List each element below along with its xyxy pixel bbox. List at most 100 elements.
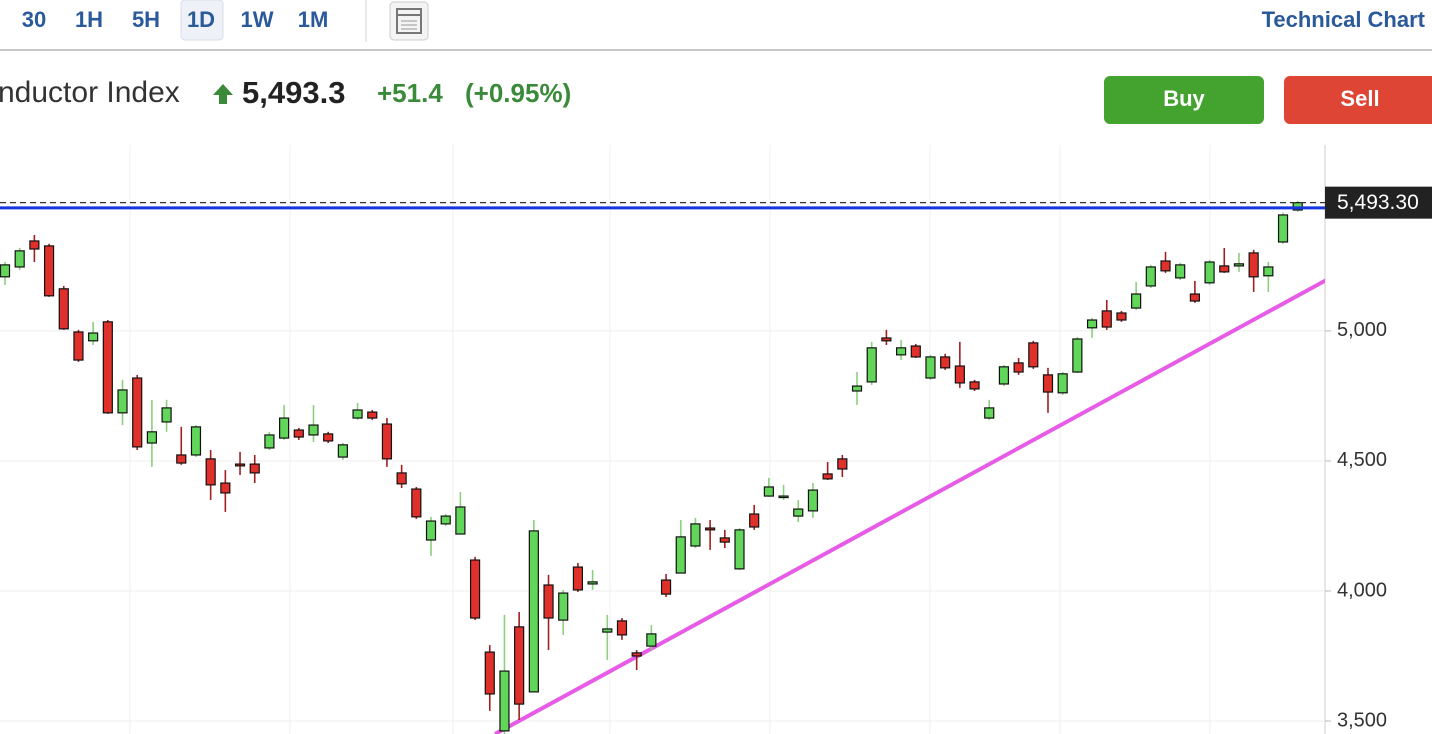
candle-body — [205, 458, 216, 486]
candle-body — [749, 513, 760, 528]
candle-body — [807, 489, 819, 512]
candle-body — [1263, 266, 1274, 277]
candle-body — [910, 345, 921, 358]
tab[interactable]: 5H — [132, 7, 160, 32]
candle-body — [778, 495, 789, 499]
tab[interactable]: 1D — [187, 7, 215, 32]
candle-body — [705, 527, 716, 531]
candle-body — [14, 250, 25, 268]
tab[interactable]: 1M — [298, 7, 329, 32]
y-tick-label: 5,000 — [1337, 319, 1387, 341]
tab[interactable]: 30 — [22, 7, 46, 32]
candle-body — [1086, 319, 1098, 329]
candle-body — [528, 530, 539, 693]
candle-body — [484, 651, 495, 695]
candle-body — [499, 670, 510, 732]
price-tag — [1325, 186, 1432, 219]
candle-body — [381, 423, 393, 460]
candle-body — [1028, 342, 1039, 368]
candle-body — [43, 245, 55, 297]
candle-body — [161, 407, 172, 423]
buy-button[interactable]: Buy — [1104, 76, 1264, 124]
candle-body — [425, 520, 437, 541]
candle-body — [1219, 265, 1230, 273]
candle-body — [176, 454, 187, 464]
candle-body — [558, 592, 569, 621]
layout-icon[interactable] — [389, 1, 429, 41]
technical-chart-link[interactable]: Technical Chart — [1262, 7, 1426, 32]
candle-body — [616, 620, 628, 636]
candle-body — [925, 356, 936, 379]
candle-body — [396, 472, 407, 485]
price-tag-label: 5,493.30 — [1337, 191, 1419, 214]
candle-body — [1160, 260, 1171, 272]
candle-body — [587, 581, 598, 585]
candle-body — [822, 473, 833, 480]
instrument-name: nductor Index — [0, 76, 180, 109]
vertical-grid — [129, 145, 1211, 734]
candle-body — [1248, 252, 1259, 278]
candle-body — [1101, 310, 1112, 328]
candle-body — [719, 537, 730, 543]
candle-body — [440, 515, 451, 525]
candle-body — [469, 559, 481, 619]
candle-body — [881, 337, 892, 342]
candle-body — [1131, 293, 1142, 309]
candle-body — [146, 431, 157, 444]
candle-body — [0, 264, 11, 278]
candle-body — [1233, 263, 1245, 267]
candle-body — [1189, 293, 1200, 302]
candle-body — [367, 411, 378, 419]
candle-body — [132, 377, 143, 448]
candle-body — [940, 356, 951, 369]
candle-body — [220, 482, 231, 494]
plot — [0, 200, 1325, 734]
candle-body — [249, 463, 260, 474]
candle-body — [264, 434, 275, 449]
candle-body — [323, 433, 334, 442]
candle-body — [1072, 338, 1083, 373]
candle-body — [58, 288, 69, 330]
candle-body — [1145, 266, 1156, 287]
candle-body — [646, 633, 657, 647]
candle-body — [660, 579, 672, 595]
candle-body — [895, 347, 907, 356]
sell-button[interactable]: Sell — [1284, 76, 1432, 124]
axis: 3,500 4,000 4,500 5,000 5,493.30 — [1325, 186, 1432, 731]
candle-body — [1175, 264, 1186, 279]
change-pct: (+0.95%) — [465, 78, 571, 108]
tab[interactable]: 1W — [241, 7, 274, 32]
candle-body — [1057, 373, 1068, 394]
candle-body — [969, 381, 980, 390]
candle-body — [279, 417, 290, 439]
candle-body — [411, 488, 422, 518]
y-tick-label: 4,500 — [1337, 449, 1387, 471]
candle-body — [1013, 362, 1024, 373]
candle-body — [117, 389, 128, 414]
candle-body — [1292, 202, 1303, 211]
candle-body — [190, 426, 202, 456]
up-arrow — [213, 84, 233, 104]
candle-body — [984, 407, 995, 419]
candle-body — [690, 523, 701, 547]
candle-body — [837, 458, 848, 470]
trend-line — [494, 278, 1325, 734]
candle-body — [1277, 214, 1289, 243]
y-tick-label: 3,500 — [1337, 709, 1387, 731]
active-tab-bg — [180, 0, 224, 41]
candle-body — [88, 332, 99, 342]
tab[interactable]: 1H — [75, 7, 103, 32]
buy-label[interactable]: Buy — [1163, 86, 1205, 111]
candle-body — [793, 508, 804, 517]
candle-body — [851, 385, 863, 392]
candle-body — [675, 536, 686, 574]
candle-body — [293, 429, 304, 438]
tabs: 30 1H 5H 1D 1W 1M — [22, 7, 329, 32]
sell-label[interactable]: Sell — [1340, 86, 1379, 111]
candle-body — [1042, 374, 1054, 393]
candle-body — [602, 628, 613, 633]
change: +51.4 — [377, 78, 443, 108]
candle-body — [998, 366, 1010, 385]
